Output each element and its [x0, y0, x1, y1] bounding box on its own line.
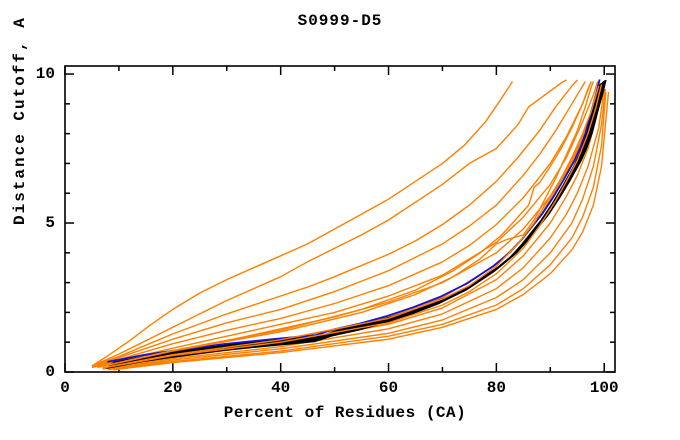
x-tick-label: 20: [163, 379, 183, 397]
curves-layer: [91, 79, 610, 371]
axes-frame: [64, 65, 616, 373]
axis-ticks: [64, 66, 615, 373]
model-curve: [97, 81, 592, 368]
model-curve: [113, 91, 610, 371]
model-curve: [91, 81, 514, 367]
model-curve: [107, 88, 605, 370]
reference-curve: [109, 82, 603, 367]
x-tick-label: 60: [378, 379, 399, 397]
x-tick-label: 40: [271, 379, 291, 397]
model-curve: [97, 81, 595, 369]
y-tick-label: 5: [45, 214, 55, 233]
model-curve: [91, 79, 578, 367]
model-curve: [91, 82, 592, 368]
model-curve: [102, 84, 603, 369]
x-axis-title: Percent of Residues (CA): [223, 404, 467, 422]
model-curve: [91, 81, 586, 368]
y-tick-label: 10: [35, 65, 55, 84]
x-tick-label: 100: [589, 379, 619, 397]
model-curve: [102, 85, 600, 369]
model-curve: [91, 81, 599, 369]
model-curve: [108, 91, 607, 371]
x-tick-label: 0: [60, 379, 70, 397]
highlight-curve: [107, 79, 601, 363]
model-curve: [97, 82, 602, 369]
x-tick-label: 80: [486, 379, 506, 397]
y-tick-label: 0: [45, 363, 55, 381]
model-curve: [107, 88, 606, 371]
chart-title: S0999-D5: [297, 12, 383, 30]
model-curve: [91, 79, 567, 367]
